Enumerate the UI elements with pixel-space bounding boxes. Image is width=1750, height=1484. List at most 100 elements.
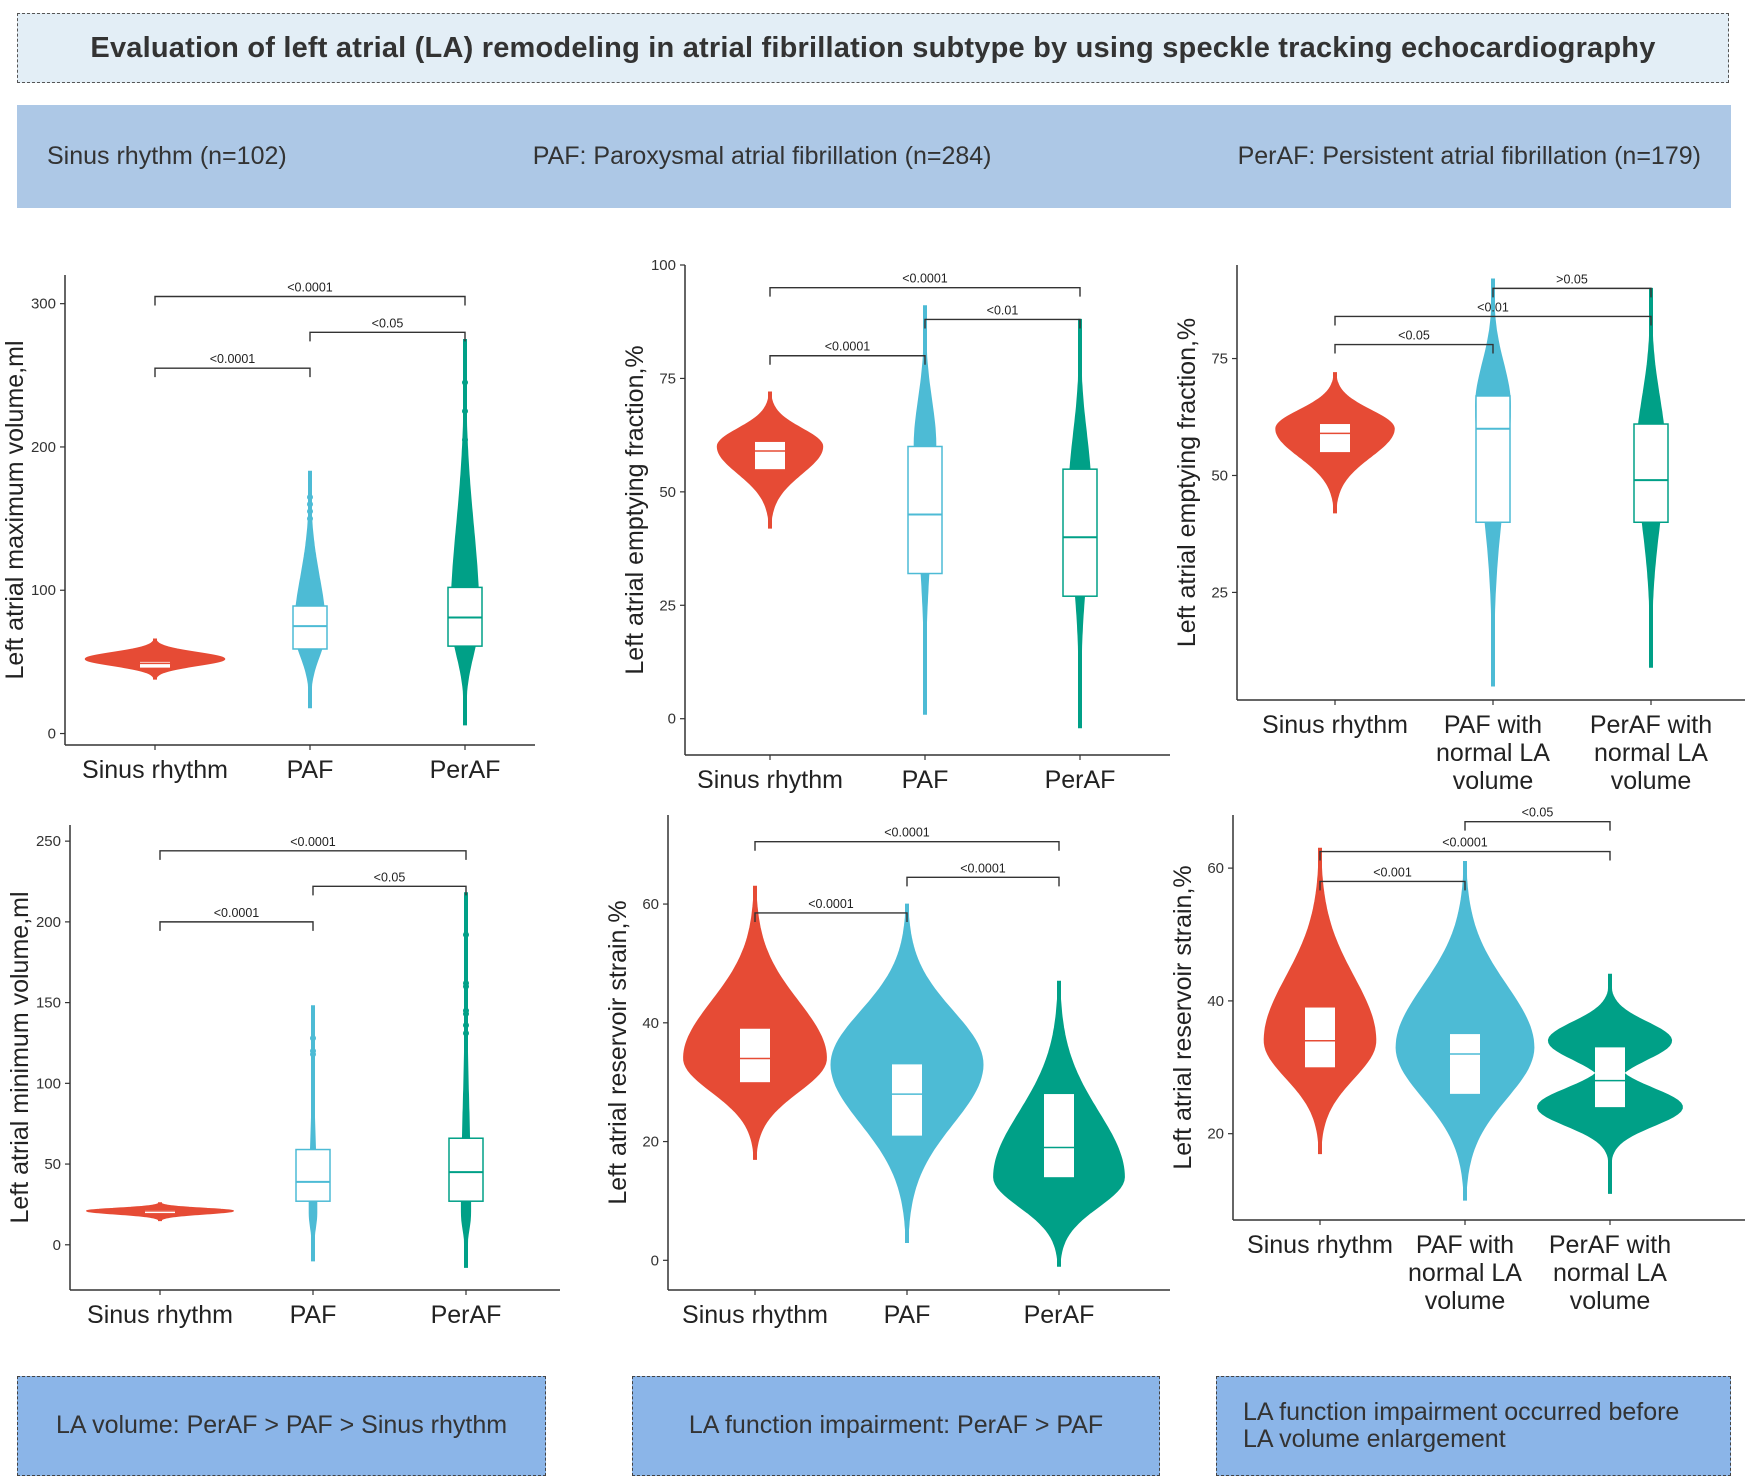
x-tick-label: normal LA [1436,739,1550,767]
p-value-label: <0.0001 [825,340,871,354]
bracket-line [1334,343,1494,354]
outlier-point [310,1048,316,1055]
box-iqr [740,1028,770,1083]
box-iqr [295,1148,331,1202]
x-tick-label: PAF [902,766,949,794]
significance-bracket: <0.05 [1464,806,1611,831]
p-value-label: <0.05 [372,316,404,330]
significance-bracket: <0.01 [1334,300,1652,326]
bracket-line [906,876,1060,887]
p-value-label: <0.0001 [214,906,260,920]
p-value-label: <0.0001 [902,272,948,286]
bracket-line [1464,820,1611,831]
y-tick-label: 50 [659,484,676,501]
outlier-point [307,508,313,515]
significance-bracket: <0.0001 [754,826,1060,851]
y-tick-label: 20 [1207,1126,1224,1143]
bracket-line [924,318,1081,329]
y-tick-label: 100 [31,582,56,599]
x-tick-label: Sinus rhythm [697,766,843,794]
box-iqr [1475,395,1511,524]
violin-paf [907,305,943,715]
box-iqr [755,441,785,470]
x-tick-label: PAF [884,1301,931,1329]
summary-box-volume: LA volume: PerAF > PAF > Sinus rhythm [17,1376,546,1476]
violin-sinus-rhythm [84,638,226,680]
violin-paf-with-normal-la-volume [1475,278,1511,687]
x-tick-label: PAF with [1444,711,1542,739]
summary-box-timing: LA function impairment occurred before L… [1216,1376,1731,1476]
chart-la-reservoir-strain-normal-volume: 20 40 60 Left atrial reservoir strain,% Sinu… [1169,800,1750,1345]
violin-sinus-rhythm [1263,847,1377,1155]
y-tick-label: 0 [668,711,676,728]
y-tick-label: 60 [642,896,659,913]
bracket-line [769,355,926,365]
outlier-point [462,408,468,415]
significance-bracket: <0.05 [1334,329,1494,354]
violin-paf [295,1005,331,1262]
x-tick-label: PerAF with [1549,1231,1671,1259]
box-iqr [1320,424,1350,453]
violin-body [1395,861,1535,1201]
outlier-point [310,1035,316,1042]
bracket-line [309,331,466,342]
box-iqr [448,1137,484,1202]
chart-la-min-volume: 0 50 100 150 200 250 Left atrial minimum volum… [0,800,560,1345]
x-tick-label: volume [1611,767,1692,795]
outlier-point [307,494,313,501]
significance-bracket: >0.05 [1492,272,1652,298]
y-tick-label: 200 [31,439,56,456]
x-tick-label: Sinus rhythm [82,756,228,784]
chart-la-emptying-fraction-normal-volume: 25 50 75 Left atrial emptying fraction,% Sin… [1173,250,1750,795]
p-value-label: <0.0001 [960,861,1006,875]
significance-bracket: <0.0001 [154,352,311,378]
outlier-point [463,1022,469,1029]
group-peraf: PerAF: Persistent atrial fibrillation (n… [1237,142,1701,170]
p-value-label: <0.01 [1477,300,1509,314]
y-tick-label: 75 [1211,351,1228,368]
x-tick-label: volume [1453,767,1534,795]
violin-sinus-rhythm [86,1202,234,1222]
group-sinus-rhythm: Sinus rhythm (n=102) [47,142,287,170]
x-tick-label: normal LA [1553,1259,1667,1287]
box-iqr [892,1064,922,1136]
violin-paf-with-normal-la-volume [1395,861,1535,1201]
summary-text: LA volume: PerAF > PAF > Sinus rhythm [55,1411,508,1440]
y-tick-label: 300 [31,296,56,313]
y-tick-label: 40 [642,1015,659,1032]
y-tick-label: 25 [659,597,676,614]
y-tick-label: 0 [651,1252,659,1269]
bracket-line [754,841,1060,851]
y-tick-label: 200 [36,914,61,931]
violin-plot: 0 100 200 300 Left atrial maximum volume,ml S… [1,275,535,784]
significance-bracket: <0.001 [1319,865,1466,891]
box-iqr [1633,423,1669,524]
p-value-label: <0.0001 [290,835,336,849]
significance-bracket: <0.0001 [159,906,314,931]
p-value-label: <0.001 [1373,865,1412,879]
chart-la-max-volume: 0 100 200 300 Left atrial maximum volume,ml S… [0,250,560,795]
y-axis-title: Left atrial reservoir strain,% [604,900,632,1204]
violin-paf [830,903,984,1243]
violin-peraf [447,339,483,726]
x-tick-label: Sinus rhythm [87,1301,233,1329]
bracket-line [1492,287,1652,298]
bracket-line [769,286,1081,297]
violin-peraf [1062,318,1098,729]
box-iqr [1044,1094,1074,1178]
violin-plot: 0 20 40 60 Left atrial reservoir strain,% Sin… [604,815,1170,1329]
x-tick-label: Sinus rhythm [1262,711,1408,739]
p-value-label: <0.05 [1522,806,1554,820]
bracket-line [312,885,467,896]
y-axis-title: Left atrial maximum volume,ml [1,341,29,680]
group-paf: PAF: Paroxysmal atrial fibrillation (n=2… [532,142,992,170]
outlier-point [462,465,468,472]
violin-body [683,885,827,1160]
x-tick-label: PerAF [430,756,501,784]
groups-banner: Sinus rhythm (n=102) PAF: Paroxysmal atr… [17,105,1731,208]
bracket-line [1334,315,1652,326]
box-iqr [1595,1047,1625,1108]
summary-box-function: LA function impairment: PerAF > PAF [632,1376,1160,1476]
y-tick-label: 100 [36,1075,61,1092]
p-value-label: <0.0001 [884,826,930,840]
